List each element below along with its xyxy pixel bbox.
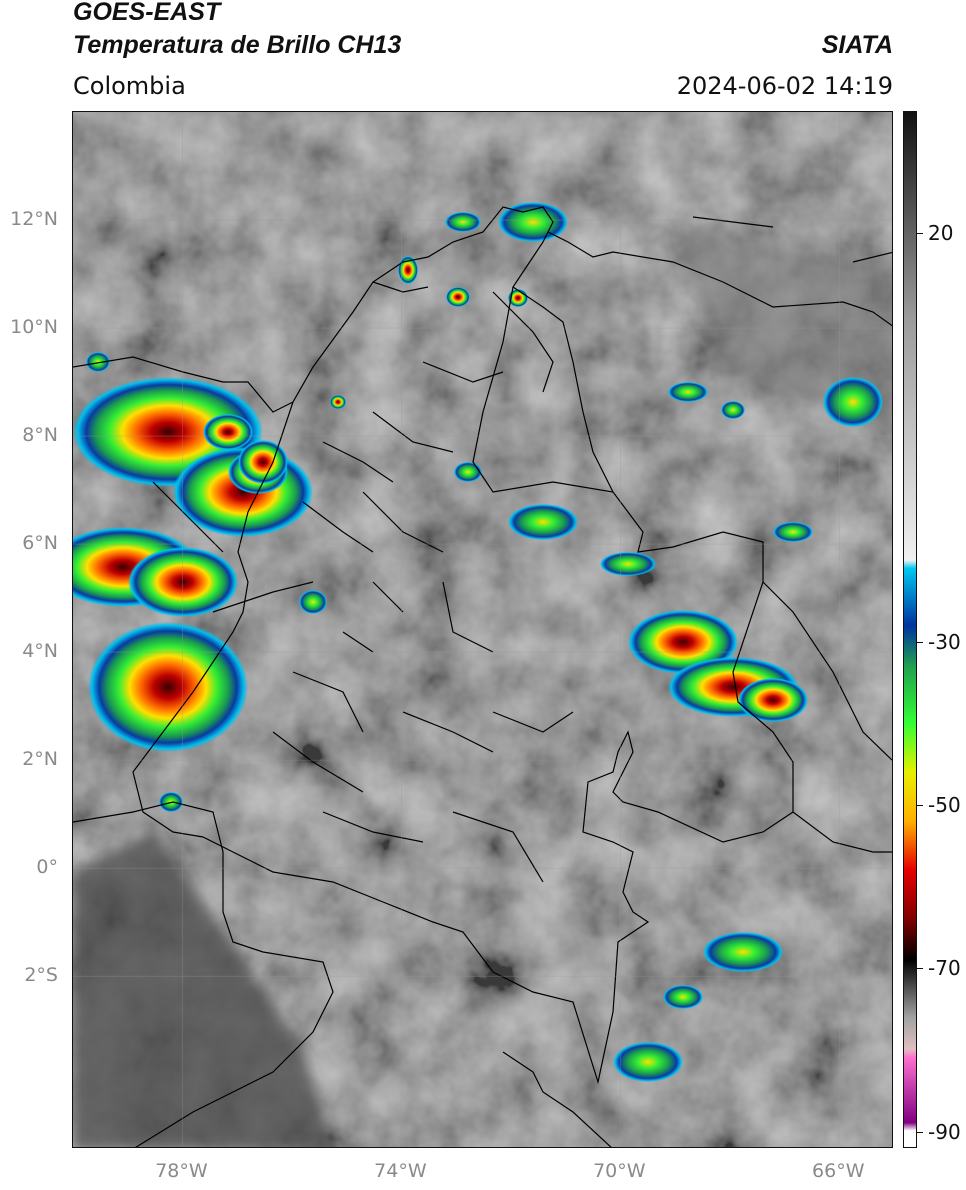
longitude-label: 70°W [593, 1160, 646, 1182]
colorbar-tick-mark [917, 805, 923, 807]
latitude-label: 0° [36, 856, 58, 879]
satellite-map [72, 111, 893, 1148]
brightness-temperature-image [73, 112, 892, 1147]
colorbar-tick-label: -70 [928, 956, 961, 981]
colorbar-tick-mark [917, 233, 923, 235]
longitude-label: 78°W [155, 1160, 208, 1182]
longitude-label: 66°W [812, 1160, 865, 1182]
latitude-label: 2°S [24, 964, 58, 987]
colorbar-tick-label: -30 [928, 629, 961, 654]
country-borders [73, 206, 892, 1147]
colorbar-tick-label: -90 [928, 1119, 961, 1144]
colorbar-tick-mark [917, 1131, 923, 1133]
datetime-label: 2024-06-02 14:19 [676, 72, 893, 100]
colorbar-tick-label: 20 [928, 221, 954, 246]
colorbar-tick-mark [917, 968, 923, 970]
latitude-label: 12°N [10, 208, 58, 231]
longitude-label: 74°W [374, 1160, 427, 1182]
region-label: Colombia [73, 72, 186, 100]
temperature-colorbar [903, 111, 917, 1148]
latitude-label: 6°N [22, 532, 58, 555]
latitude-label: 2°N [22, 748, 58, 771]
latitude-label: 4°N [22, 640, 58, 663]
latitude-label: 10°N [10, 316, 58, 339]
organization-label: SIATA [821, 31, 893, 59]
colorbar-tick-label: -50 [928, 793, 961, 818]
latitude-label: 8°N [22, 424, 58, 447]
graticule [73, 112, 892, 1147]
satellite-title: GOES-EAST [73, 0, 221, 26]
colorbar-tick-mark [917, 641, 923, 643]
convective-storms [73, 202, 883, 1082]
product-title: Temperatura de Brillo CH13 [73, 31, 402, 59]
